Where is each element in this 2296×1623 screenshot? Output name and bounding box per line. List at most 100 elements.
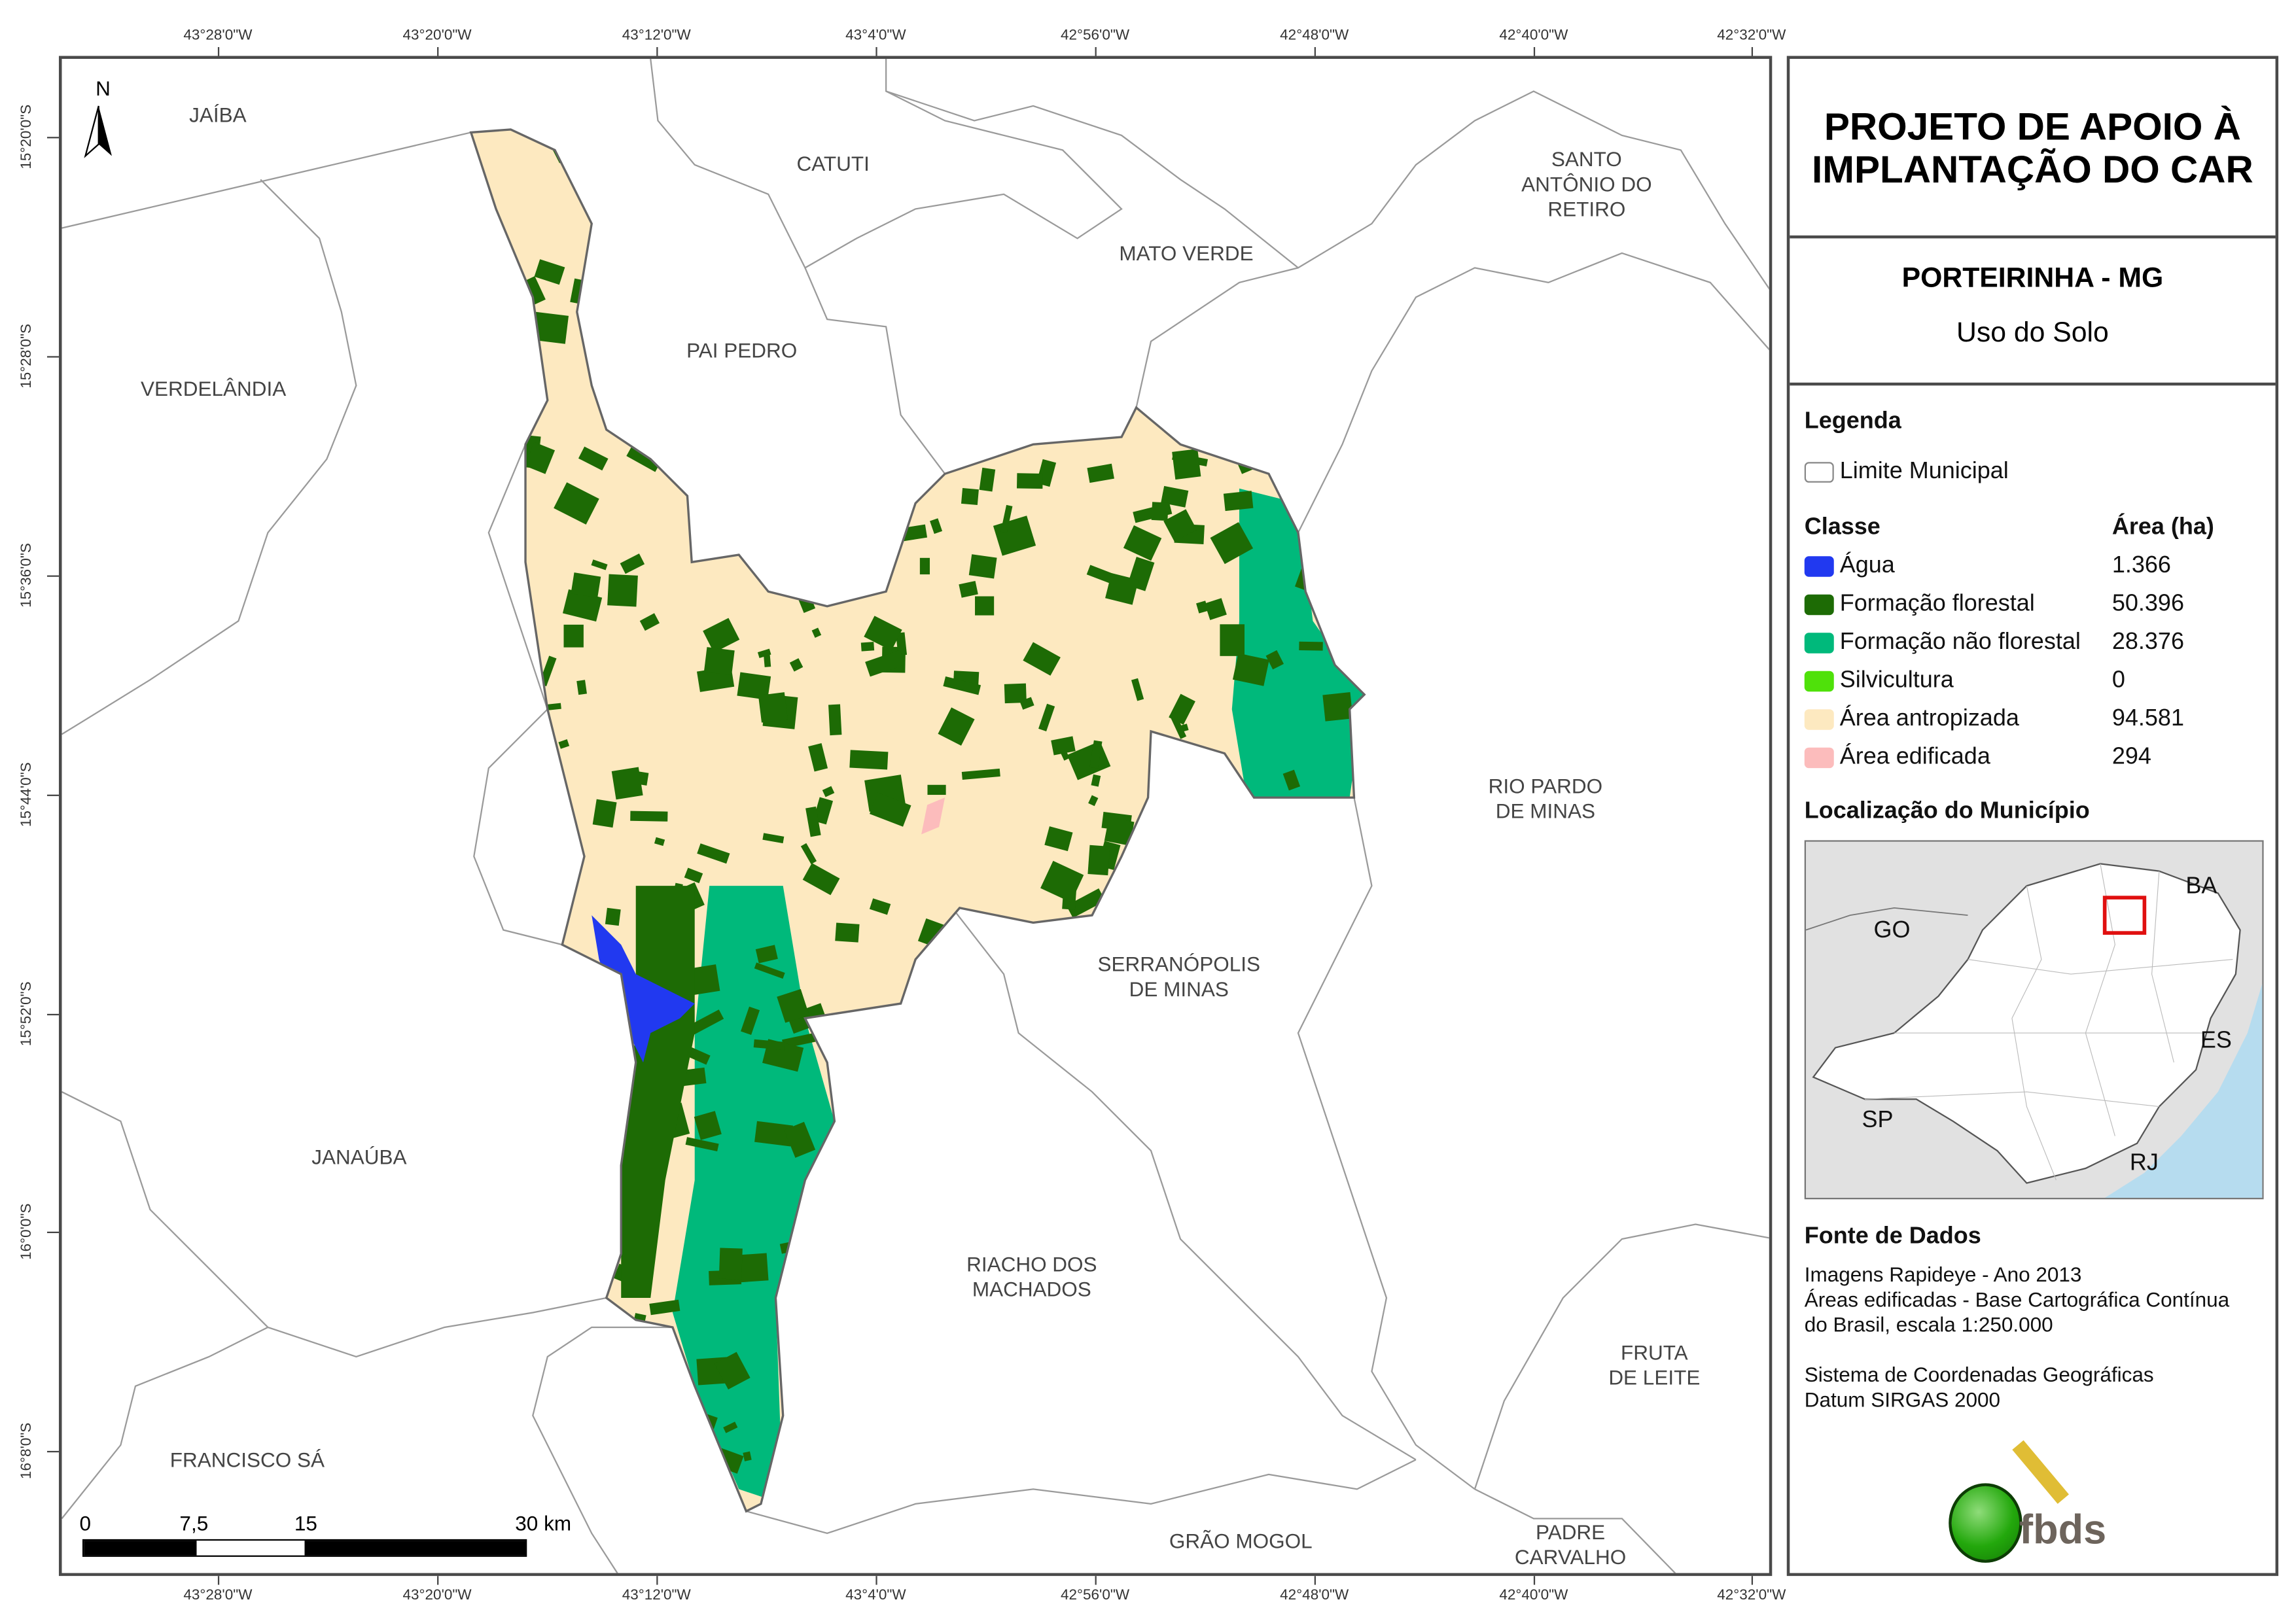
- forest-patch: [980, 317, 1025, 359]
- forest-patch: [1262, 132, 1280, 152]
- longitude-tick-label: 43°4'0"W: [845, 27, 906, 44]
- tick-mark: [656, 1576, 658, 1585]
- forest-patch: [1066, 888, 1106, 918]
- legend-heading: Legenda: [1804, 409, 1901, 434]
- boundary-line: [746, 1459, 1417, 1535]
- place-label: CATUTI: [796, 151, 870, 175]
- forest-patch: [1018, 261, 1036, 294]
- forest-patch: [1025, 294, 1057, 313]
- forest-patch: [922, 151, 947, 181]
- forest-patch: [698, 135, 732, 168]
- forest-patch: [1016, 473, 1043, 489]
- forest-patch: [1087, 845, 1110, 876]
- forest-patch: [846, 471, 871, 489]
- forest-patch: [607, 574, 638, 607]
- tick-mark: [1314, 46, 1316, 56]
- forest-patch: [919, 557, 930, 575]
- boundary-line: [532, 1326, 673, 1573]
- legend-class-row: Área antropizada 94.581: [1804, 707, 2261, 733]
- forest-patch: [754, 962, 785, 979]
- legend-class-row: Água 1.366: [1804, 553, 2261, 580]
- scale-label: 15: [294, 1511, 317, 1535]
- forest-patch: [688, 1047, 711, 1065]
- forest-patch: [819, 555, 856, 583]
- forest-patch: [690, 964, 720, 995]
- forest-patch: [811, 627, 822, 638]
- class-area: 0: [2111, 668, 2125, 693]
- place-label: FRUTA DE LEITE: [1608, 1340, 1701, 1389]
- legend-item-boundary: Limite Municipal: [1804, 459, 2261, 485]
- location-heading: Localização do Município: [1804, 799, 2090, 824]
- forest-patch: [1172, 449, 1201, 480]
- forest-patch: [611, 767, 643, 800]
- area-header: Área (ha): [2111, 515, 2214, 540]
- tick-mark: [1095, 46, 1097, 56]
- forest-patch: [666, 446, 693, 472]
- sources-text: Imagens Rapideye - Ano 2013 Áreas edific…: [1804, 1262, 2230, 1412]
- boundary-line: [62, 1326, 268, 1520]
- forest-patch: [531, 311, 569, 344]
- latitude-tick-label: 15°28'0"S: [19, 323, 35, 389]
- north-arrow-icon: [84, 105, 112, 158]
- boundary-line: [1474, 1488, 1676, 1573]
- class-swatch: [1804, 747, 1834, 769]
- logo-text: fbds: [2019, 1507, 2107, 1553]
- forest-patch: [592, 799, 617, 828]
- forest-patch: [1087, 463, 1114, 483]
- forest-patch: [1098, 230, 1122, 262]
- forest-patch: [1091, 774, 1101, 787]
- class-label: Água: [1839, 553, 1895, 579]
- forest-patch: [1207, 338, 1225, 355]
- tick-mark: [875, 1576, 877, 1585]
- tick-mark: [46, 137, 59, 139]
- forest-patch: [1123, 525, 1162, 561]
- forest-patch: [784, 402, 813, 417]
- class-swatch: [1804, 709, 1834, 730]
- forest-patch: [508, 958, 539, 987]
- forest-patch: [613, 402, 642, 416]
- boundary-line: [804, 267, 946, 474]
- forest-patch: [754, 1121, 794, 1147]
- forest-patch: [1044, 270, 1059, 285]
- forest-patch: [1051, 736, 1076, 756]
- forest-patch: [968, 554, 997, 579]
- tick-mark: [437, 46, 439, 56]
- inset-label-rj: RJ: [2129, 1151, 2159, 1176]
- forest-patch: [644, 1394, 684, 1433]
- forest-patch: [1127, 843, 1159, 867]
- built-area: [921, 797, 945, 835]
- forest-patch: [870, 792, 911, 827]
- forest-patch: [1029, 315, 1057, 341]
- forest-patch: [1208, 337, 1246, 354]
- forest-patch: [802, 863, 840, 896]
- boundary-line: [487, 444, 548, 710]
- class-area: 28.376: [2111, 629, 2184, 655]
- class-label: Formação não florestal: [1839, 629, 2081, 655]
- tick-mark: [656, 46, 658, 56]
- boundary-line: [62, 179, 357, 735]
- forest-patch: [758, 692, 788, 723]
- forest-patch: [524, 442, 556, 474]
- boundary-line: [62, 1091, 607, 1358]
- forest-patch: [808, 743, 828, 772]
- forest-patch: [928, 336, 955, 362]
- fbds-logo: fbds: [1946, 1440, 2123, 1563]
- forest-patch: [757, 648, 771, 659]
- map-canvas: [62, 58, 1769, 1573]
- forest-patch: [677, 214, 709, 240]
- forest-patch: [777, 988, 809, 1023]
- forest-patch: [703, 618, 740, 653]
- forest-patch: [781, 1454, 805, 1464]
- forest-patch: [737, 672, 771, 701]
- class-label: Silvicultura: [1839, 668, 1954, 693]
- forest-patch: [753, 1039, 785, 1051]
- forest-patch: [744, 470, 784, 506]
- tick-mark: [217, 46, 220, 56]
- forest-patch: [528, 886, 558, 910]
- forest-patch: [782, 1032, 818, 1049]
- longitude-tick-label: 42°56'0"W: [1061, 1588, 1130, 1604]
- class-area: 1.366: [2111, 553, 2171, 579]
- title-section: PROJETO DE APOIO À IMPLANTAÇÃO DO CAR: [1790, 59, 2276, 239]
- forest-patch: [703, 647, 735, 676]
- forest-patch: [853, 531, 880, 561]
